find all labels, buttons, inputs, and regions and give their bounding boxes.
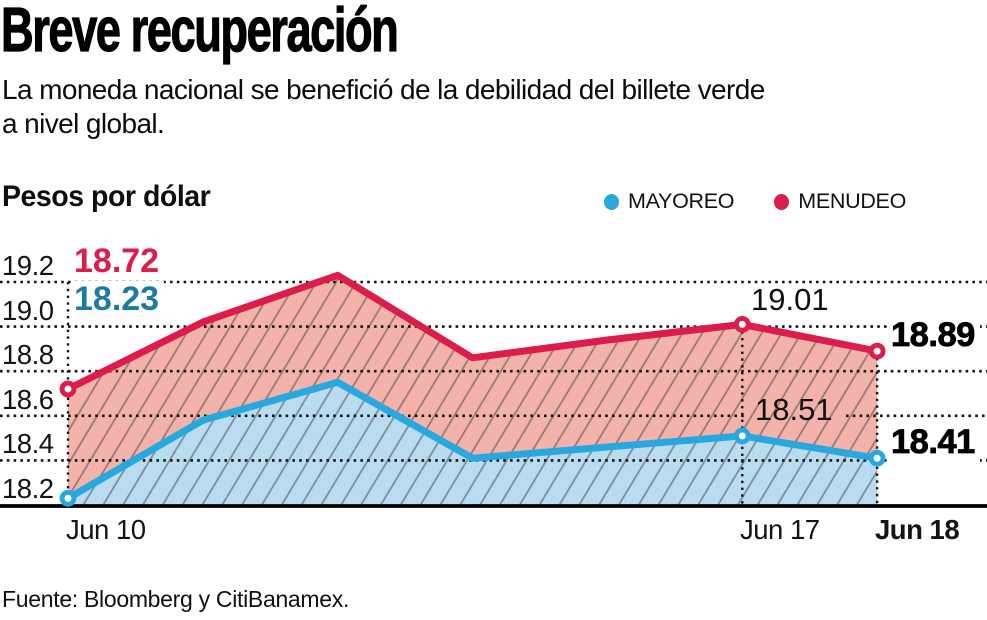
annotation-mayoreo-jun17: 18.51 bbox=[755, 392, 833, 427]
legend-item-mayoreo: MAYOREO bbox=[604, 189, 735, 214]
annotation-mayoreo-jun18: 18.41 bbox=[888, 424, 980, 463]
subtitle-line-2: a nivel global. bbox=[2, 108, 165, 139]
chart-axis-title: Pesos por dólar bbox=[2, 180, 211, 213]
menudeo-dot-icon bbox=[774, 193, 790, 210]
legend-item-menudeo: MENUDEO bbox=[774, 189, 906, 214]
annotation-mayoreo-start: 18.23 bbox=[72, 281, 165, 318]
annotation-menudeo-start: 18.72 bbox=[72, 243, 165, 280]
source-credit: Fuente: Bloomberg y CitiBanamex. bbox=[2, 586, 350, 612]
annotation-menudeo-jun18: 18.89 bbox=[888, 317, 980, 356]
annotation-menudeo-jun17: 19.01 bbox=[751, 282, 829, 317]
page-title: Breve recuperación bbox=[1, 0, 400, 65]
legend-label-menudeo: MENUDEO bbox=[798, 189, 907, 213]
legend: MAYOREO MENUDEO bbox=[604, 189, 906, 214]
mayoreo-dot-icon bbox=[604, 193, 619, 210]
legend-label-mayoreo: MAYOREO bbox=[628, 189, 735, 213]
subtitle-line-1: La moneda nacional se benefició de la de… bbox=[2, 74, 765, 105]
